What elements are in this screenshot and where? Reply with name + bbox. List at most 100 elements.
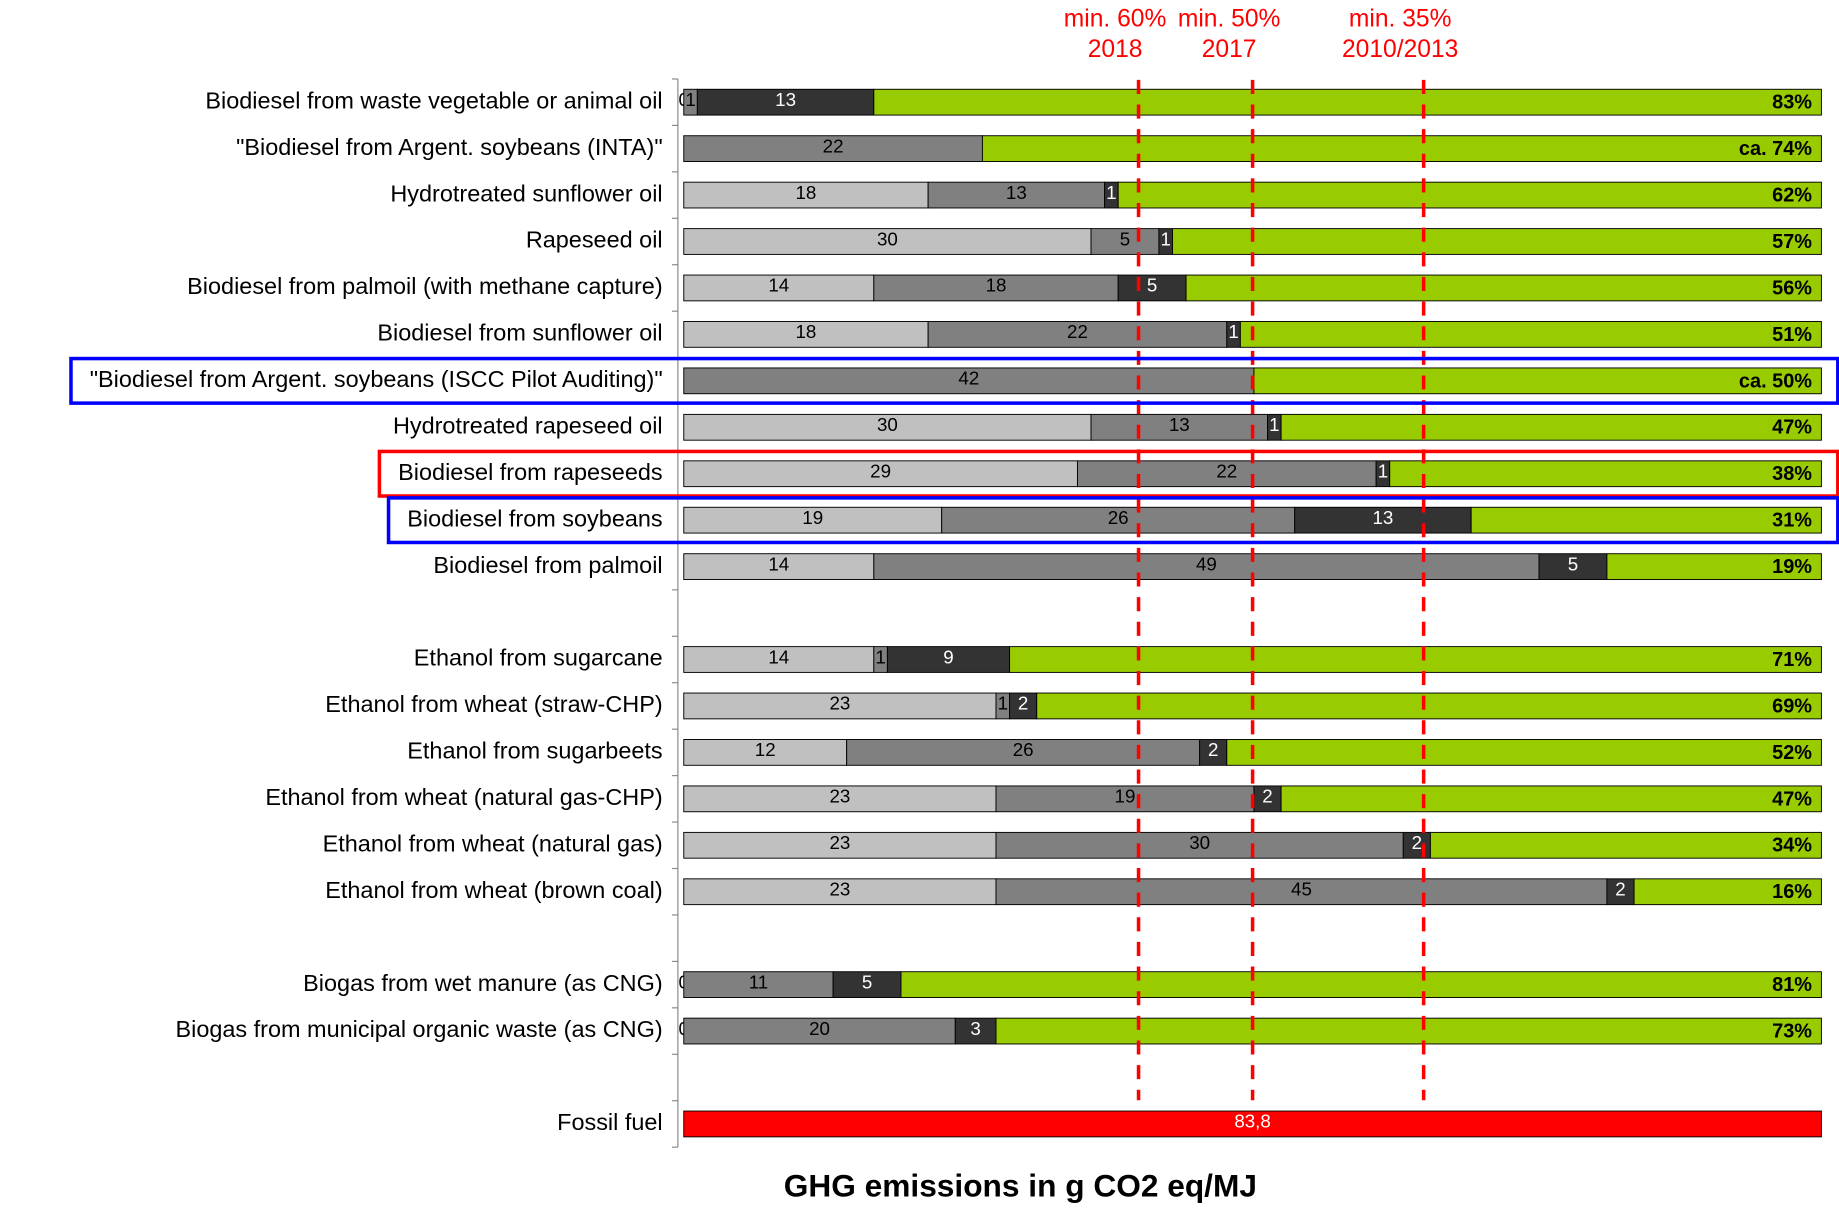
savings-segment xyxy=(1185,274,1822,302)
savings-label: ca. 50% xyxy=(1739,370,1812,392)
segment-label: 1 xyxy=(1269,414,1279,435)
savings-label: 81% xyxy=(1772,974,1812,996)
bar-segment xyxy=(696,88,875,116)
savings-segment xyxy=(1036,692,1822,720)
savings-label: ca. 74% xyxy=(1739,138,1812,160)
bar-segment xyxy=(1199,739,1228,766)
segment-label: 13 xyxy=(775,89,796,110)
threshold-label: min. 35% xyxy=(1349,6,1452,33)
segment-label: 5 xyxy=(1568,553,1578,574)
category-label: "Biodiesel from Argent. soybeans (ISCC P… xyxy=(90,366,663,392)
savings-label: 57% xyxy=(1772,231,1812,253)
category-label: Biodiesel from palmoil (with methane cap… xyxy=(187,273,662,299)
segment-label: 5 xyxy=(1147,275,1157,296)
segment-label: 83,8 xyxy=(1234,1111,1271,1132)
category-label: "Biodiesel from Argent. soybeans (INTA)" xyxy=(236,134,663,160)
segment-label: 19 xyxy=(1115,786,1136,807)
savings-label: 52% xyxy=(1772,742,1812,764)
segment-label: 19 xyxy=(802,507,823,528)
savings-segment xyxy=(1280,413,1822,441)
segment-label: 9 xyxy=(943,646,953,667)
category-label: Biodiesel from soybeans xyxy=(407,505,662,531)
segment-label: 18 xyxy=(796,321,817,342)
savings-segment xyxy=(1280,785,1822,813)
bar-segment xyxy=(995,831,1404,859)
bar-segment xyxy=(683,413,1092,441)
highlight-box xyxy=(386,496,1839,545)
savings-label: 56% xyxy=(1772,277,1812,299)
bar-segment xyxy=(832,971,902,998)
category-label: Ethanol from wheat (natural gas) xyxy=(323,830,663,856)
segment-label: 1 xyxy=(1106,182,1116,203)
segment-label: 2 xyxy=(1412,832,1422,853)
savings-segment xyxy=(1389,460,1822,488)
segment-label: 14 xyxy=(768,553,789,574)
threshold-label: min. 60% xyxy=(1064,6,1167,33)
segment-label: 23 xyxy=(829,832,850,853)
segment-label: 5 xyxy=(1120,228,1130,249)
savings-segment xyxy=(1239,321,1822,348)
savings-segment xyxy=(900,971,1822,998)
savings-label: 71% xyxy=(1772,649,1812,671)
bar-segment xyxy=(683,785,997,813)
segment-label: 22 xyxy=(1067,321,1088,342)
segment-label: 18 xyxy=(796,182,817,203)
segment-label: 11 xyxy=(749,971,768,992)
bar-segment xyxy=(954,1017,997,1045)
segment-label: 1 xyxy=(1228,321,1238,342)
segment-label: 1 xyxy=(1160,228,1170,249)
segment-label: 13 xyxy=(1372,507,1393,528)
bar-segment xyxy=(683,1017,956,1045)
savings-segment xyxy=(1429,831,1822,859)
bar-segment xyxy=(886,646,1011,673)
category-label: Hydrotreated rapeseed oil xyxy=(393,412,663,438)
segment-label: 22 xyxy=(1216,461,1237,482)
segment-label: 26 xyxy=(1013,739,1034,760)
category-label: Biodiesel from sunflower oil xyxy=(377,320,662,346)
savings-segment xyxy=(1253,367,1822,395)
bar-segment xyxy=(683,506,943,534)
category-label: Biogas from wet manure (as CNG) xyxy=(303,970,662,996)
savings-segment xyxy=(1226,739,1822,766)
segment-label: 45 xyxy=(1291,879,1312,900)
bar-segment xyxy=(683,646,875,673)
category-label: Biogas from municipal organic waste (as … xyxy=(175,1016,662,1042)
segment-label: 5 xyxy=(862,971,872,992)
segment-label: 49 xyxy=(1196,553,1217,574)
bar-segment xyxy=(683,274,875,302)
segment-label: 23 xyxy=(829,786,850,807)
bar-segment xyxy=(683,971,834,998)
segment-label: 18 xyxy=(986,275,1007,296)
bar-segment xyxy=(683,1110,1822,1138)
savings-segment xyxy=(1009,646,1822,673)
segment-label: 42 xyxy=(958,368,979,389)
segment-label: 12 xyxy=(755,739,776,760)
segment-label: 23 xyxy=(829,693,850,714)
savings-label: 69% xyxy=(1772,695,1812,717)
segment-label: 20 xyxy=(809,1018,830,1039)
savings-label: 19% xyxy=(1772,556,1812,578)
segment-label: 1 xyxy=(685,89,695,110)
segment-label: 14 xyxy=(768,646,789,667)
savings-segment xyxy=(1117,181,1822,209)
highlight-box xyxy=(377,449,1839,498)
savings-label: 31% xyxy=(1772,510,1812,532)
category-label: Rapeseed oil xyxy=(526,227,663,253)
savings-label: 38% xyxy=(1772,463,1812,485)
category-label: Hydrotreated sunflower oil xyxy=(390,180,662,206)
segment-label: 30 xyxy=(877,414,898,435)
savings-segment xyxy=(1633,878,1822,906)
threshold-year: 2010/2013 xyxy=(1342,36,1458,63)
bar-segment xyxy=(1090,413,1268,441)
category-label: Fossil fuel xyxy=(557,1109,663,1135)
bar-segment xyxy=(1294,506,1472,534)
segment-label: 14 xyxy=(768,275,789,296)
segment-label: 13 xyxy=(1006,182,1027,203)
segment-label: 22 xyxy=(823,135,844,156)
segment-label: 2 xyxy=(1262,786,1272,807)
threshold-year: 2018 xyxy=(1088,36,1143,63)
category-label: Biodiesel from waste vegetable or animal… xyxy=(205,87,662,113)
bar-segment xyxy=(683,367,1255,395)
segment-label: 29 xyxy=(870,461,891,482)
